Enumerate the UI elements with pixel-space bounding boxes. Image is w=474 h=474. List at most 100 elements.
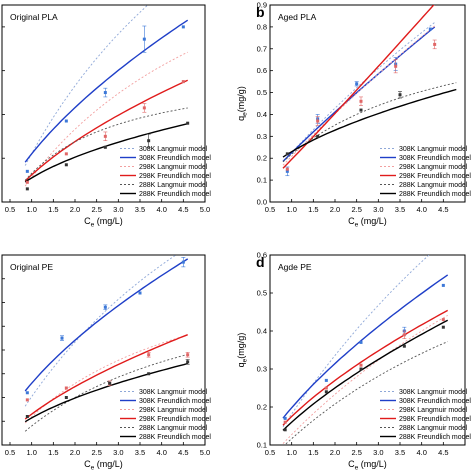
legend-label: 298K Freundlich model <box>139 173 211 180</box>
x-tick-label: 0.5 <box>5 205 15 214</box>
y-tick-label: 0.3 <box>257 365 267 374</box>
chart-panel-4: d Agde PE0.5 1.0 1.5 2.0 2.5 3.0 3.5 4.0 4.50.10.… <box>236 251 471 472</box>
model-curves <box>24 255 189 432</box>
data-point <box>25 180 29 184</box>
legend-label: 308K Freundlich model <box>139 155 211 162</box>
legend-label: 298K Freundlich model <box>139 416 211 423</box>
x-axis-title: Ce (mg/L) <box>348 216 387 229</box>
langmuir-curve <box>282 22 435 163</box>
data-point <box>398 93 402 97</box>
data-point <box>316 119 320 123</box>
freundlich-curve <box>24 334 188 420</box>
y-tick-label: 0.2 <box>257 154 267 163</box>
panel-letter: d <box>256 254 265 270</box>
chart-panel-3: Original PE 0.5 1.0 1.5 2.0 2.5 3.0 3.5 4.0 4.5 5.… <box>1 254 211 472</box>
legend-label: 308K Langmuir model <box>399 389 468 396</box>
x-tick-label: 2.5 <box>351 448 361 457</box>
y-tick-label: 0.5 <box>257 289 267 298</box>
data-point <box>142 106 146 110</box>
x-axis-title: Ce (mg/L) <box>84 216 123 229</box>
data-point <box>324 378 328 382</box>
legend-label: 288K Langmuir model <box>399 182 468 189</box>
data-point <box>25 169 29 173</box>
panel-title: Original PE <box>10 262 53 272</box>
data-point <box>355 82 359 86</box>
x-tick-label: 4.0 <box>416 448 426 457</box>
panel-title: Aged PLA <box>278 12 317 22</box>
legend: 308K Langmuir model 308K Freundlich model… <box>380 389 471 441</box>
freundlich-curve <box>282 319 449 431</box>
data-points <box>25 25 190 191</box>
data-point <box>402 333 406 337</box>
data-point <box>25 187 29 191</box>
model-curves <box>282 255 449 445</box>
data-points <box>285 27 437 177</box>
panel-title: Agde PE <box>278 262 312 272</box>
data-point <box>64 152 68 156</box>
data-point <box>186 353 190 357</box>
y-tick-label: 0.5 <box>257 88 267 97</box>
x-tick-label: 4.5 <box>438 448 448 457</box>
data-points <box>283 283 445 432</box>
x-axis-title: Ce (mg/L) <box>84 459 123 472</box>
data-point <box>103 134 107 138</box>
data-point <box>147 353 151 357</box>
data-point <box>147 372 151 376</box>
legend-label: 308K Freundlich model <box>399 398 471 405</box>
data-point <box>428 27 432 31</box>
x-tick-label: 4.0 <box>156 205 166 214</box>
model-curves <box>282 5 457 169</box>
data-point <box>142 37 146 41</box>
data-point <box>441 318 445 322</box>
x-tick-label: 3.0 <box>373 205 383 214</box>
panel-letter: b <box>256 4 265 20</box>
legend-label: 288K Freundlich model <box>399 434 471 441</box>
x-tick-label: 3.5 <box>395 448 405 457</box>
langmuir-curve <box>24 353 188 432</box>
langmuir-curve <box>24 51 188 187</box>
data-point <box>25 415 29 418</box>
x-tick-label: 3.5 <box>135 448 145 457</box>
x-tick-label: 5.0 <box>200 448 210 457</box>
y-tick-label: 0.4 <box>257 110 267 119</box>
data-point <box>441 325 445 329</box>
legend-label: 308K Freundlich model <box>139 398 211 405</box>
x-tick-label: 1.5 <box>48 448 58 457</box>
x-tick-label: 1.5 <box>48 205 58 214</box>
legend-label: 298K Freundlich model <box>399 173 471 180</box>
langmuir-curve <box>284 341 448 445</box>
y-tick-label: 0.6 <box>257 66 267 75</box>
data-point <box>181 25 185 29</box>
x-tick-label: 1.5 <box>308 448 318 457</box>
x-tick-label: 1.0 <box>26 448 36 457</box>
x-tick-label: 0.5 <box>5 448 15 457</box>
langmuir-curve <box>282 315 448 444</box>
data-point <box>64 396 68 399</box>
data-point <box>433 42 437 46</box>
x-tick-label: 0.5 <box>265 205 275 214</box>
data-point <box>394 64 398 68</box>
langmuir-curve <box>24 255 177 407</box>
data-point <box>181 80 185 84</box>
model-curves <box>24 5 189 187</box>
x-tick-label: 2.0 <box>70 205 80 214</box>
legend: 308K Langmuir model 308K Freundlich model… <box>380 146 471 198</box>
legend-label: 298K Langmuir model <box>399 164 468 171</box>
legend-label: 298K Langmuir model <box>139 164 208 171</box>
langmuir-curve <box>24 5 149 166</box>
x-tick-label: 3.0 <box>113 448 123 457</box>
data-point <box>138 291 142 295</box>
y-tick-label: 0.9 <box>257 1 267 10</box>
x-tick-label: 1.0 <box>26 205 36 214</box>
y-tick-label: 0.7 <box>257 44 267 53</box>
data-point <box>181 260 185 264</box>
legend-label: 288K Freundlich model <box>139 434 211 441</box>
legend-label: 288K Langmuir model <box>399 425 468 432</box>
x-tick-label: 2.0 <box>330 448 340 457</box>
data-point <box>316 134 320 138</box>
x-tick-label: 2.0 <box>70 448 80 457</box>
freundlich-curve <box>24 79 188 182</box>
freundlich-curve <box>24 258 189 392</box>
legend: 308K Langmuir model 308K Freundlich model… <box>120 146 211 198</box>
data-point <box>359 108 363 112</box>
